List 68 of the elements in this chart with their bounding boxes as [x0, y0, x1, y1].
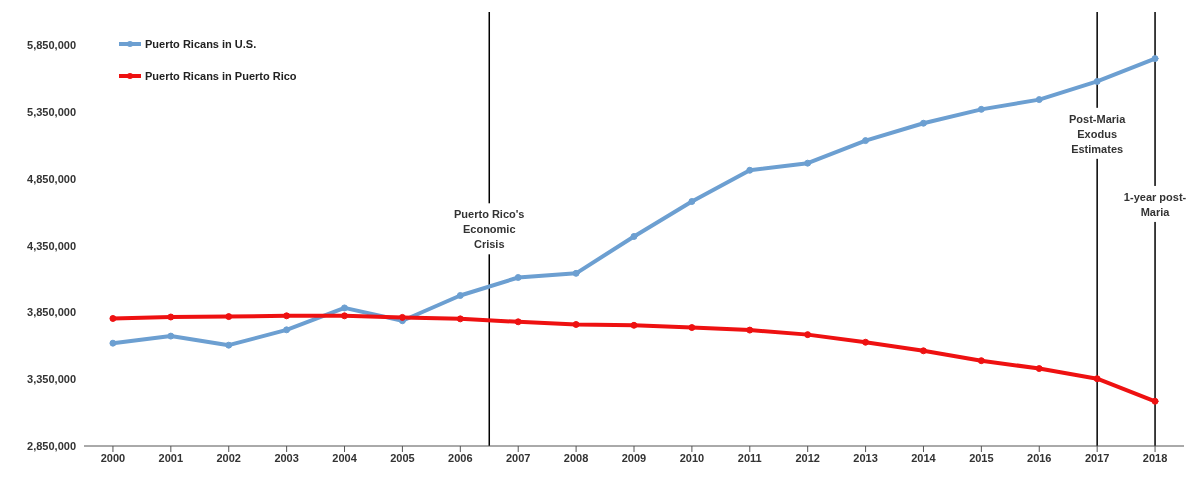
x-tick-label: 2017	[1084, 451, 1110, 464]
y-tick-label: 4,850,000	[27, 172, 76, 185]
point	[630, 321, 638, 329]
point	[1151, 397, 1159, 405]
x-tick-label: 2001	[158, 451, 184, 464]
point	[688, 324, 696, 332]
x-tick-label: 2018	[1142, 451, 1168, 464]
point	[225, 313, 233, 321]
y-tick-label: 2,850,000	[27, 439, 76, 452]
point	[109, 314, 117, 322]
point	[1093, 375, 1101, 383]
point	[572, 320, 580, 328]
point	[225, 341, 233, 349]
ref-line-label: Post-Maria Exodus Estimates	[1069, 112, 1127, 155]
point	[456, 315, 464, 323]
x-tick-label: 2002	[216, 451, 241, 464]
y-tick-label: 5,850,000	[27, 39, 76, 52]
point	[572, 269, 580, 277]
point	[1151, 55, 1159, 63]
x-tick-label: 2015	[969, 451, 994, 464]
point	[1035, 96, 1043, 104]
point	[283, 326, 291, 334]
point	[977, 105, 985, 113]
x-tick-label: 2003	[274, 451, 299, 464]
x-tick-label: 2010	[679, 451, 705, 464]
x-tick-label: 2014	[911, 451, 937, 464]
point	[1035, 365, 1043, 373]
point	[341, 304, 349, 312]
point	[630, 232, 638, 240]
point	[341, 312, 349, 320]
point	[862, 137, 870, 145]
point	[167, 313, 175, 321]
x-tick-label: 2016	[1027, 451, 1052, 464]
point	[1093, 77, 1101, 85]
ref-line-label: Puerto Rico's Economic Crisis	[454, 208, 525, 251]
point	[919, 347, 927, 355]
y-tick-label: 3,850,000	[27, 306, 76, 319]
x-tick-label: 2013	[853, 451, 878, 464]
point	[167, 332, 175, 340]
x-tick-label: 2006	[448, 451, 473, 464]
x-tick-label: 2005	[390, 451, 415, 464]
ref-line-label: 1-year post-Maria	[1123, 190, 1187, 218]
legend-label: Puerto Ricans in U.S.	[145, 38, 257, 50]
point	[746, 166, 754, 174]
x-tick-label: 2011	[737, 451, 762, 464]
x-tick-label: 2008	[563, 451, 589, 464]
legend-label: Puerto Ricans in Puerto Rico	[145, 70, 297, 82]
point	[804, 331, 812, 339]
y-tick-label: 4,350,000	[27, 239, 76, 252]
y-tick-label: 5,350,000	[27, 106, 76, 119]
point	[514, 318, 522, 326]
point	[919, 119, 927, 127]
y-tick-label: 3,350,000	[27, 373, 76, 386]
x-tick-label: 2004	[332, 451, 358, 464]
point	[283, 312, 291, 320]
point	[862, 338, 870, 346]
point	[456, 292, 464, 299]
x-tick-label: 2000	[100, 451, 126, 464]
point	[109, 339, 117, 347]
point	[804, 159, 812, 167]
x-tick-label: 2007	[505, 451, 531, 464]
x-tick-label: 2012	[795, 451, 820, 464]
x-tick-label: 2009	[621, 451, 647, 464]
point	[398, 313, 406, 321]
point	[514, 273, 522, 281]
point	[977, 357, 985, 365]
point	[688, 197, 696, 205]
point	[746, 326, 754, 334]
